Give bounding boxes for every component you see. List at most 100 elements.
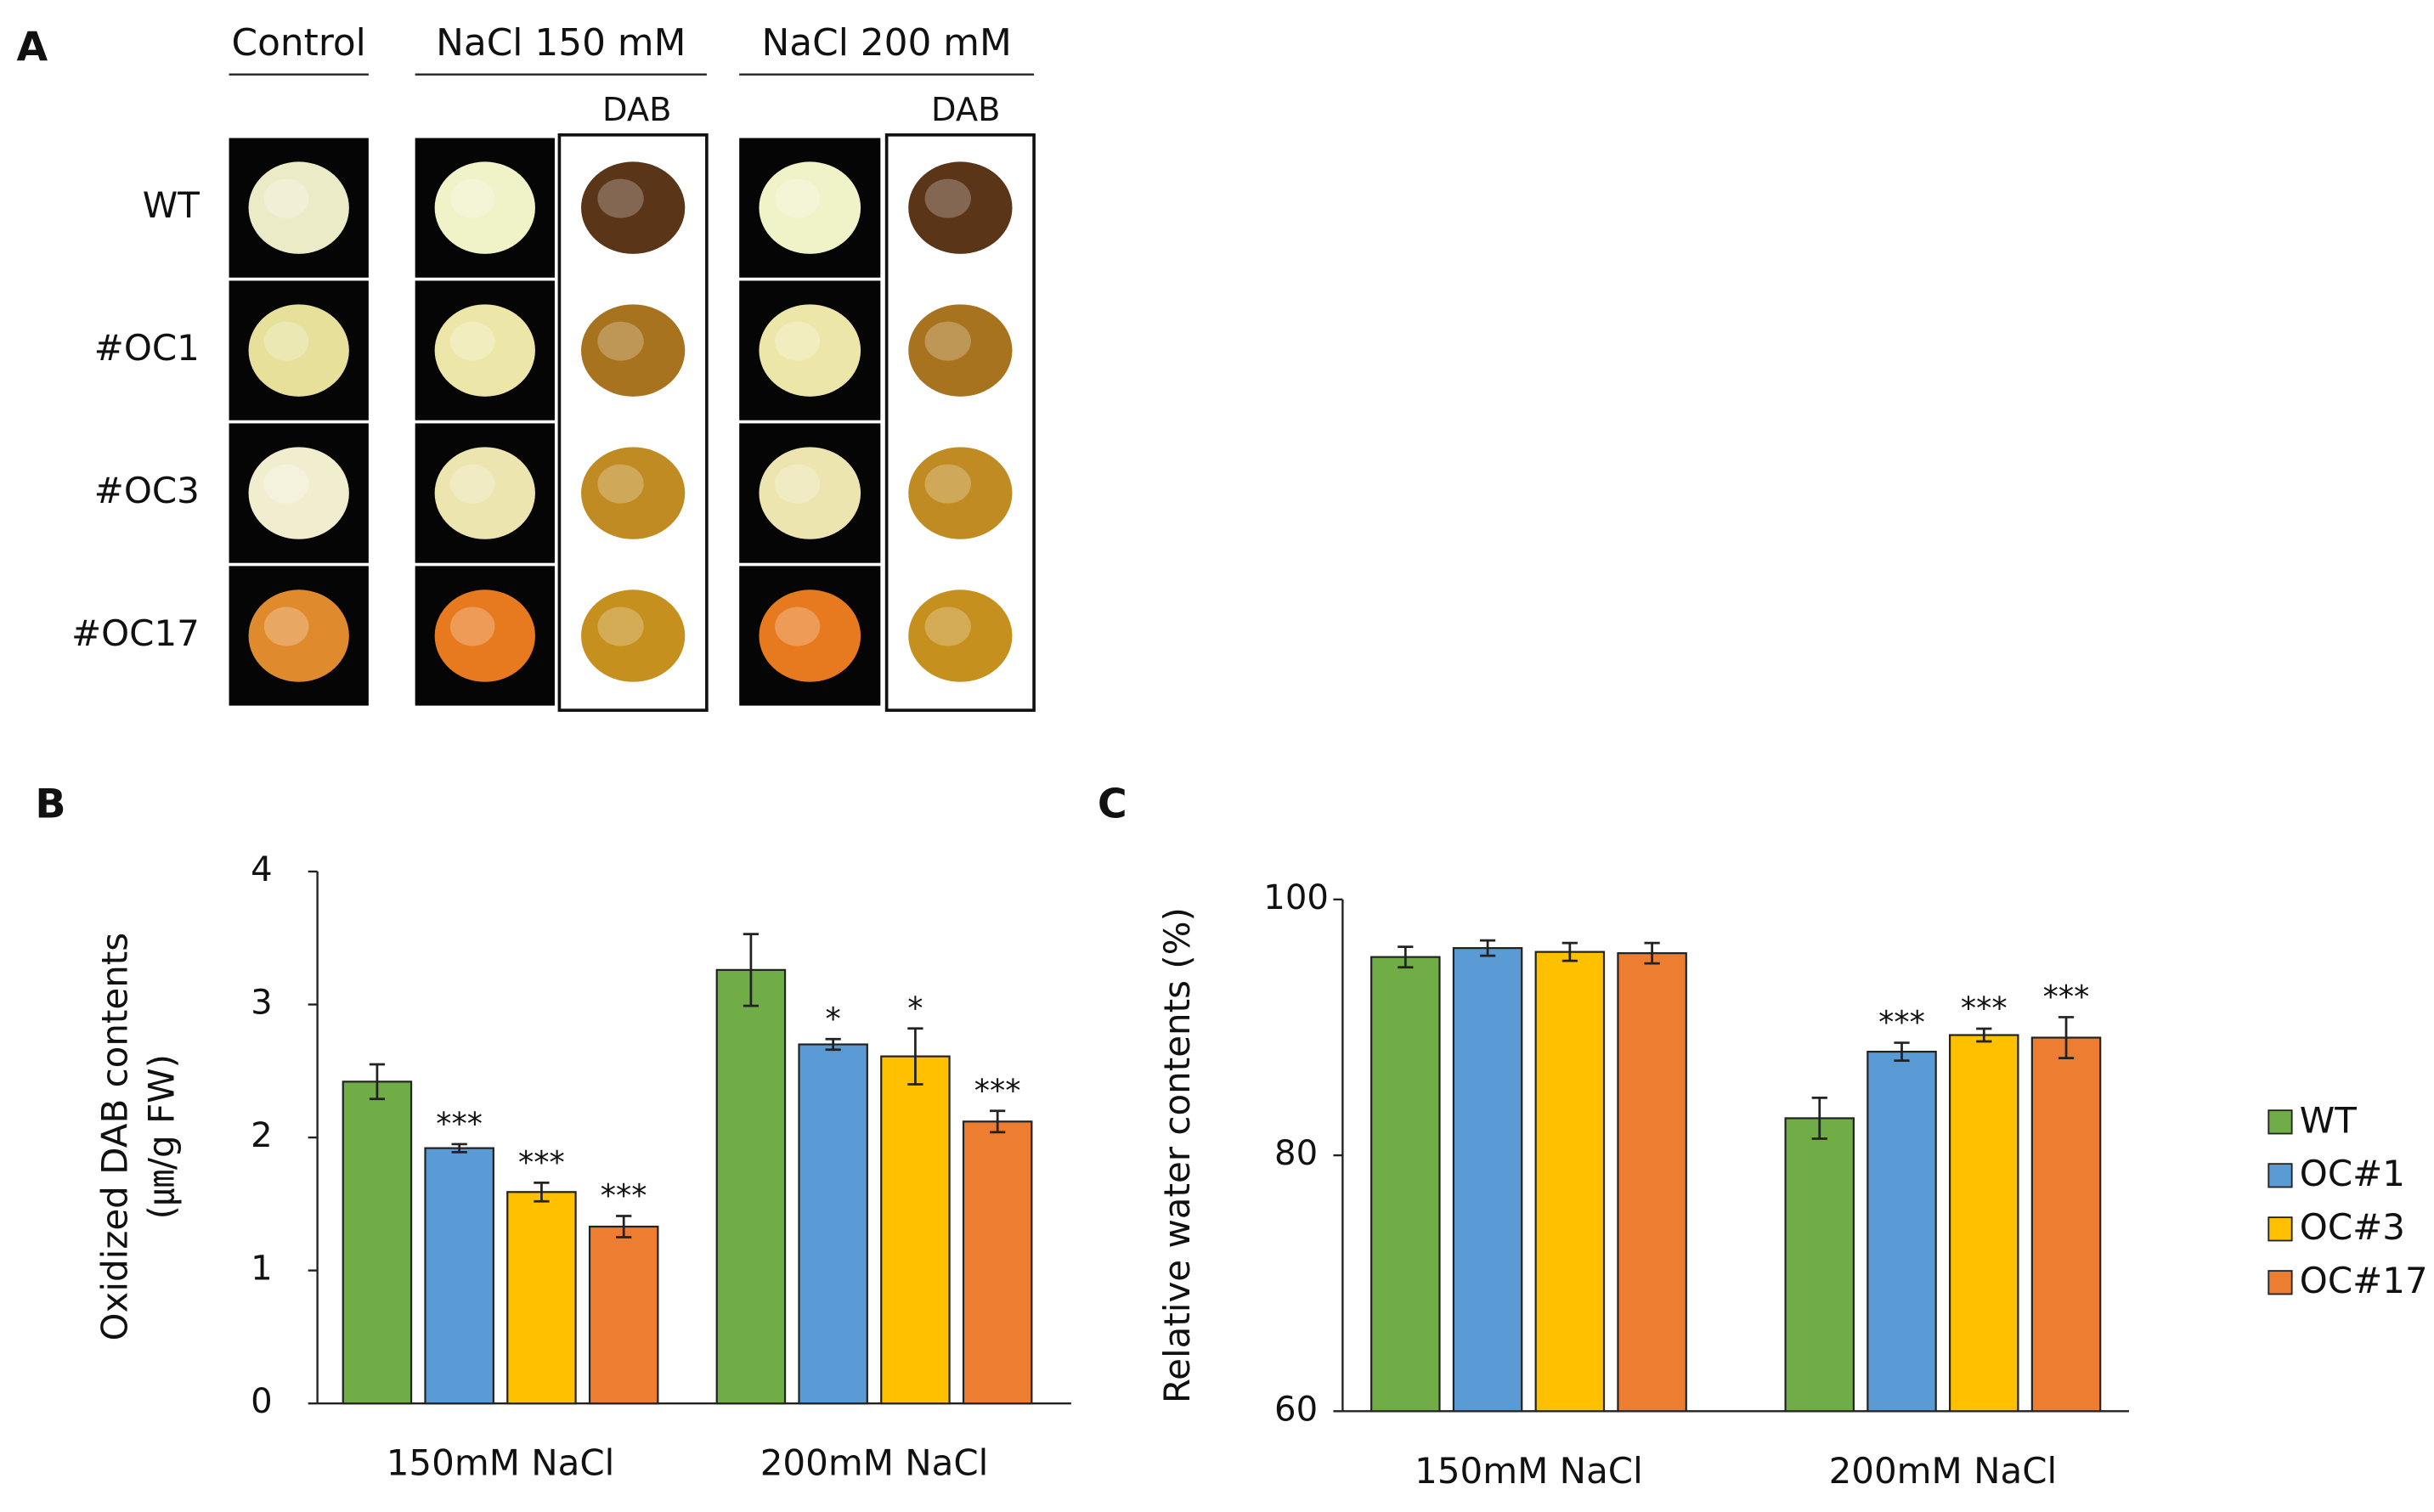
callus [581,161,686,254]
bar [2030,1036,2102,1413]
callus-highlight [775,464,821,504]
legend-swatch [2267,1216,2293,1242]
legend-label: OC#3 [2300,1206,2405,1248]
bar [715,968,787,1405]
callus-highlight [449,178,495,218]
legend-label: OC#17 [2300,1260,2428,1301]
callus-highlight [775,321,821,361]
bar [342,1080,413,1405]
callus [759,161,861,254]
callus-highlight [924,178,971,218]
y-tick-label: 2 [251,1116,273,1155]
error-bar [1811,1096,1827,1140]
callus-highlight [924,606,971,646]
callus-highlight [597,464,644,504]
legend-label: OC#1 [2300,1153,2405,1194]
bar [1949,1034,2019,1413]
row-label: #OC17 [71,612,200,654]
error-bar [616,1215,632,1238]
callus-highlight [924,464,971,504]
error-bar [825,1037,841,1052]
y-tick-label: 100 [1263,878,1329,917]
significance: * [826,1001,841,1037]
callus-highlight [263,464,309,504]
error-bar [1976,1027,1992,1043]
callus-highlight [924,321,971,361]
callus [248,590,349,682]
callus [581,304,686,397]
callus [581,447,686,539]
error-bar [1644,941,1660,965]
bar [506,1191,577,1405]
row-label: #OC1 [94,327,200,369]
error-bar [451,1142,467,1154]
callus [908,447,1013,539]
significance: * [907,990,923,1026]
y-axis-label: (㎛/g FW) [140,1054,182,1219]
legend-label: WT [2300,1099,2357,1141]
significance: *** [436,1106,483,1142]
bar [1617,952,1687,1413]
y-tick-label: 3 [251,984,273,1023]
callus [759,447,861,539]
stain-label: DAB [931,91,1000,129]
bar [588,1225,659,1405]
x-tick-label: 150mM NaCl [387,1442,615,1484]
callus-highlight [449,464,495,504]
error-bar [1561,941,1578,962]
callus-highlight [263,606,309,646]
y-axis-label: Oxidized DAB contents [94,933,136,1341]
callus [248,304,349,397]
callus-highlight [263,178,309,218]
callus-highlight [449,606,495,646]
panel-label: A [16,24,48,71]
error-bar [1894,1041,1910,1063]
bar [1452,947,1523,1413]
significance: *** [2043,979,2090,1015]
y-tick-label: 1 [251,1250,273,1289]
column-header: NaCl 200 mM [762,21,1012,65]
callus [759,590,861,682]
x-tick-label: 200mM NaCl [760,1442,989,1484]
callus [908,304,1013,397]
callus [908,590,1013,682]
x-tick-label: 150mM NaCl [1415,1450,1643,1492]
error-bar [907,1027,923,1086]
error-bar [743,933,760,1007]
callus-highlight [597,178,644,218]
y-tick-label: 0 [251,1382,273,1421]
callus [434,161,535,254]
bar [1534,951,1606,1413]
y-tick-label: 80 [1274,1134,1318,1173]
x-tick-label: 200mM NaCl [1829,1450,2058,1492]
significance: *** [974,1072,1021,1109]
error-bar [1479,939,1496,957]
column-header: NaCl 150 mM [436,21,686,65]
error-bar [990,1109,1006,1134]
panel-label: B [35,781,65,827]
callus [581,590,686,682]
callus [908,161,1013,254]
callus-highlight [263,321,309,361]
callus-highlight [449,321,495,361]
callus-highlight [597,606,644,646]
significance: *** [1878,1004,1925,1041]
callus-highlight [597,321,644,361]
callus [759,304,861,397]
callus [434,304,535,397]
bar [1370,956,1441,1413]
bar [1866,1051,1937,1413]
bar [1784,1117,1855,1413]
significance: *** [1961,990,2008,1027]
legend-swatch [2267,1163,2293,1188]
callus [248,447,349,539]
bar [962,1120,1033,1405]
stain-label: DAB [602,91,671,129]
error-bar [534,1181,550,1203]
bar [798,1043,868,1405]
callus [434,590,535,682]
row-label: #OC3 [94,470,200,511]
significance: *** [518,1144,565,1181]
row-label: WT [143,184,200,226]
